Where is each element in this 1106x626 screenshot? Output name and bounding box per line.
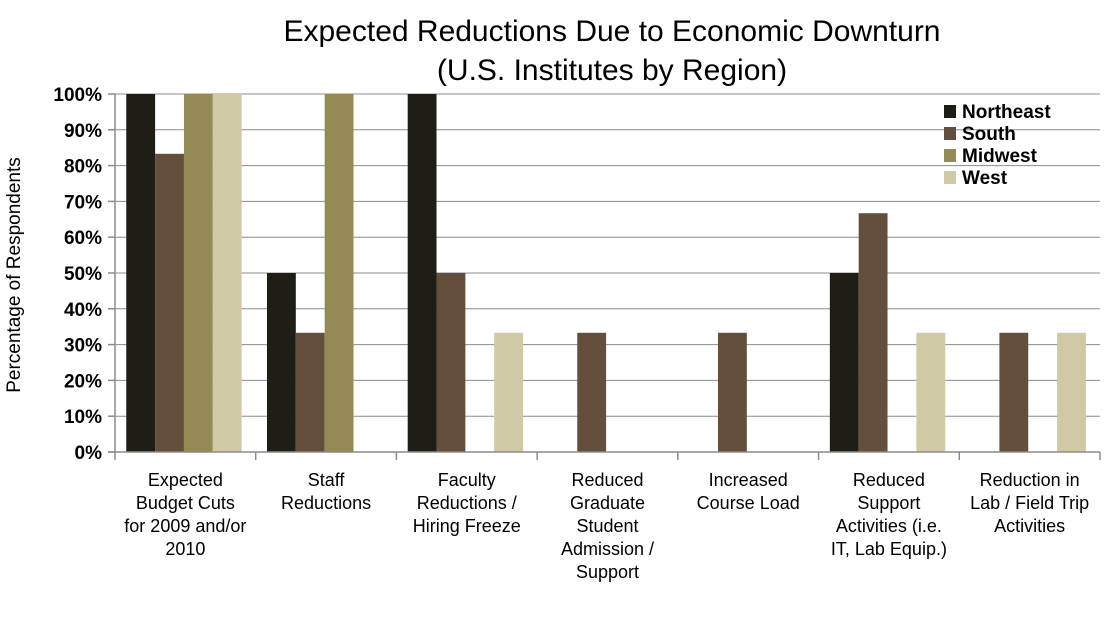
legend-swatch-south bbox=[944, 127, 956, 140]
y-tick-label: 10% bbox=[64, 407, 102, 428]
legend-swatch-west bbox=[944, 171, 956, 184]
y-tick-label: 30% bbox=[64, 336, 102, 357]
y-tick-label: 20% bbox=[64, 371, 102, 392]
legend-swatch-midwest bbox=[944, 149, 956, 162]
y-tick-label: 90% bbox=[64, 121, 102, 142]
y-tick-label: 100% bbox=[53, 85, 102, 106]
bar-northeast bbox=[266, 273, 296, 452]
bar-west bbox=[1057, 332, 1086, 452]
x-category-labels: Expected Budget Cuts for 2009 and/or 2010 St… bbox=[124, 470, 1089, 582]
chart-subtitle: (U.S. Institutes by Region) bbox=[437, 54, 787, 87]
y-tick-label: 80% bbox=[64, 157, 102, 178]
legend-label-south: South bbox=[962, 124, 1016, 145]
y-axis-title: Percentage of Respondents bbox=[4, 157, 25, 393]
bar-south bbox=[999, 332, 1029, 452]
bar-south bbox=[577, 332, 607, 452]
bar-west bbox=[494, 332, 524, 452]
gridlines bbox=[115, 93, 1100, 417]
bar-west bbox=[916, 332, 946, 452]
x-category-label: Reduction in Lab / Field Trip Activities bbox=[970, 470, 1089, 536]
bar-south bbox=[717, 332, 747, 452]
x-category-label: Reduced Support Activities (i.e. IT, Lab Eq… bbox=[831, 470, 947, 559]
x-category-label: Faculty Reductions / Hiring Freeze bbox=[413, 470, 521, 536]
y-tick-label: 40% bbox=[64, 300, 102, 321]
legend-label-midwest: Midwest bbox=[962, 146, 1038, 167]
y-tick-labels: 0% 10% 20% 30% 40% 50% 60% 70% 80% 90% 100% bbox=[53, 85, 102, 464]
y-tick-label: 70% bbox=[64, 192, 102, 213]
x-category-label: Increased Course Load bbox=[697, 470, 800, 513]
bar-northeast bbox=[829, 273, 859, 452]
x-category-label: Staff Reductions bbox=[281, 470, 371, 513]
bar-west bbox=[212, 94, 242, 452]
bar-south bbox=[155, 153, 184, 452]
bar-south bbox=[295, 332, 325, 452]
legend-swatch-northeast bbox=[944, 105, 956, 118]
x-category-label: Expected Budget Cuts for 2009 and/or 2010 bbox=[124, 470, 246, 559]
bar-midwest bbox=[183, 94, 213, 452]
x-category-label: Reduced Graduate Student Admission / Support bbox=[561, 470, 654, 582]
bar-northeast bbox=[126, 94, 156, 452]
bar-south bbox=[436, 273, 466, 452]
bar-south bbox=[858, 213, 888, 452]
chart-title: Expected Reductions Due to Economic Down… bbox=[283, 15, 940, 48]
y-tick-label: 0% bbox=[75, 443, 103, 464]
bar-northeast bbox=[407, 94, 437, 452]
bars bbox=[126, 94, 1086, 452]
y-tick-label: 60% bbox=[64, 228, 102, 249]
legend-label-west: West bbox=[962, 168, 1008, 189]
bar-midwest bbox=[324, 94, 354, 452]
axes bbox=[108, 93, 1101, 460]
legend-label-northeast: Northeast bbox=[962, 102, 1051, 123]
y-tick-label: 50% bbox=[64, 264, 102, 285]
